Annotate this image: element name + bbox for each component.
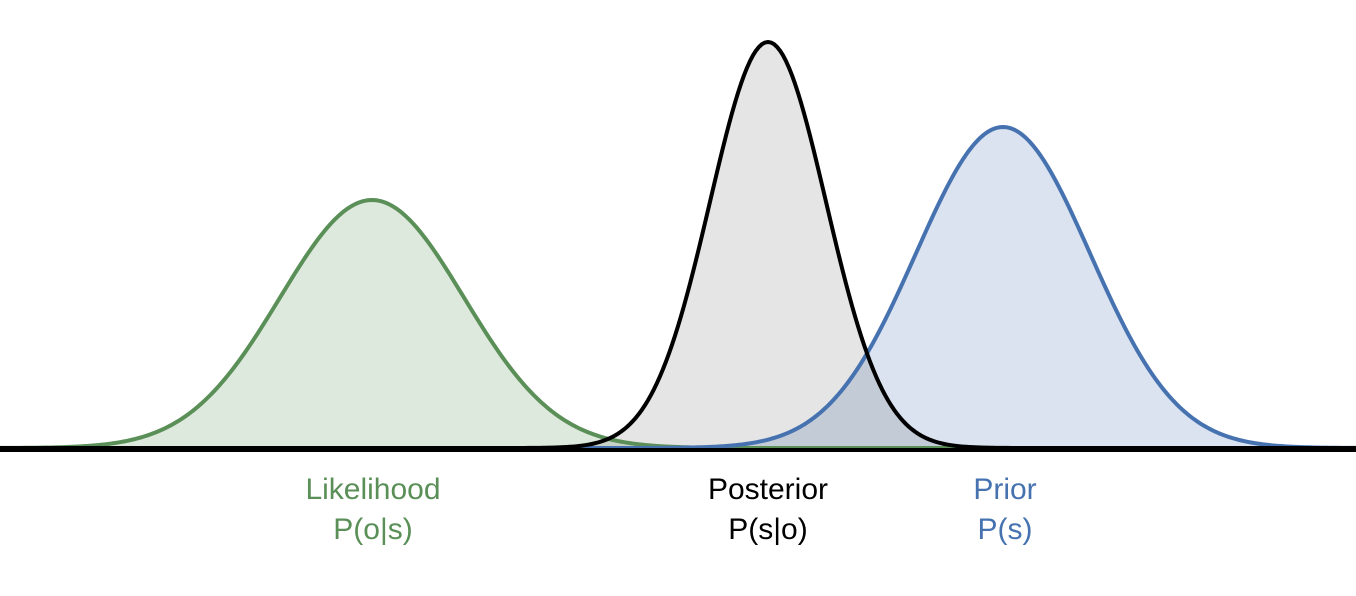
posterior-fill xyxy=(0,42,1356,448)
prior-fill xyxy=(0,127,1356,449)
posterior-formula: P(s|o) xyxy=(728,513,807,546)
prior-label: Prior xyxy=(973,473,1036,506)
likelihood-formula: P(o|s) xyxy=(333,513,412,546)
likelihood-fill xyxy=(0,200,1356,448)
prior-formula: P(s) xyxy=(978,513,1033,546)
posterior-label: Posterior xyxy=(708,473,828,506)
likelihood-label: Likelihood xyxy=(305,473,440,506)
curve-fills xyxy=(0,42,1356,449)
